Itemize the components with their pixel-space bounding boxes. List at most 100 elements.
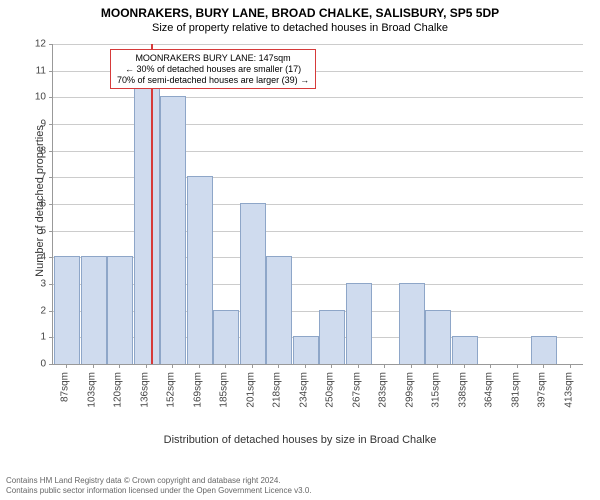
ytick-label: 11 [16, 65, 46, 76]
xtick [543, 364, 544, 368]
ytick [49, 151, 53, 152]
ytick [49, 231, 53, 232]
ytick-label: 7 [16, 172, 46, 183]
gridline [53, 204, 583, 205]
ytick [49, 337, 53, 338]
histogram-bar [531, 336, 557, 364]
gridline [53, 177, 583, 178]
histogram-bar [213, 310, 239, 364]
histogram-bar [346, 283, 372, 364]
xtick-label: 120sqm [113, 372, 124, 408]
gridline [53, 44, 583, 45]
xtick-label: 152sqm [166, 372, 177, 408]
xtick-label: 338sqm [457, 372, 468, 408]
xtick [411, 364, 412, 368]
xtick [464, 364, 465, 368]
histogram-bar [266, 256, 292, 364]
xtick [278, 364, 279, 368]
histogram-bar [107, 256, 133, 364]
histogram-bar [160, 96, 186, 364]
xtick [517, 364, 518, 368]
xtick-label: 103sqm [86, 372, 97, 408]
xtick [437, 364, 438, 368]
annotation-line: ← 30% of detached houses are smaller (17… [117, 64, 309, 75]
xtick-label: 315sqm [431, 372, 442, 408]
xtick [93, 364, 94, 368]
ytick [49, 44, 53, 45]
histogram-bar [399, 283, 425, 364]
xtick [252, 364, 253, 368]
histogram-bar [452, 336, 478, 364]
annotation-line: 70% of semi-detached houses are larger (… [117, 75, 309, 86]
chart-title-line2: Size of property relative to detached ho… [0, 22, 600, 34]
xtick [358, 364, 359, 368]
ytick [49, 364, 53, 365]
histogram-bar [187, 176, 213, 364]
xtick-label: 169sqm [192, 372, 203, 408]
ytick-label: 1 [16, 332, 46, 343]
gridline [53, 151, 583, 152]
ytick [49, 97, 53, 98]
xtick [146, 364, 147, 368]
histogram-bar [134, 70, 160, 364]
footer-line1: Contains HM Land Registry data © Crown c… [6, 476, 312, 486]
xtick-label: 218sqm [272, 372, 283, 408]
xtick [172, 364, 173, 368]
plot-area [52, 44, 583, 365]
ytick-label: 6 [16, 199, 46, 210]
xtick [199, 364, 200, 368]
xtick [225, 364, 226, 368]
histogram-bar [54, 256, 80, 364]
xtick-label: 397sqm [537, 372, 548, 408]
reference-line [151, 44, 153, 364]
ytick-label: 4 [16, 252, 46, 263]
xtick-label: 364sqm [484, 372, 495, 408]
xtick [331, 364, 332, 368]
ytick-label: 2 [16, 305, 46, 316]
xtick [490, 364, 491, 368]
xtick-label: 201sqm [245, 372, 256, 408]
xtick [66, 364, 67, 368]
xtick-label: 136sqm [139, 372, 150, 408]
ytick [49, 311, 53, 312]
xtick-label: 413sqm [563, 372, 574, 408]
gridline [53, 231, 583, 232]
histogram-bar [319, 310, 345, 364]
xtick-label: 381sqm [510, 372, 521, 408]
annotation-line: MOONRAKERS BURY LANE: 147sqm [117, 53, 309, 64]
xtick-label: 87sqm [60, 372, 71, 402]
ytick-label: 3 [16, 279, 46, 290]
xtick [570, 364, 571, 368]
xtick-label: 283sqm [378, 372, 389, 408]
xtick [305, 364, 306, 368]
footer-credits: Contains HM Land Registry data © Crown c… [6, 476, 312, 496]
ytick-label: 5 [16, 225, 46, 236]
xtick-label: 250sqm [325, 372, 336, 408]
ytick-label: 10 [16, 92, 46, 103]
ytick [49, 71, 53, 72]
histogram-bar [240, 203, 266, 364]
annotation-box: MOONRAKERS BURY LANE: 147sqm← 30% of det… [110, 49, 316, 89]
ytick [49, 257, 53, 258]
x-axis-label: Distribution of detached houses by size … [0, 434, 600, 446]
ytick-label: 9 [16, 119, 46, 130]
gridline [53, 97, 583, 98]
xtick-label: 299sqm [404, 372, 415, 408]
ytick-label: 12 [16, 39, 46, 50]
chart-title-line1: MOONRAKERS, BURY LANE, BROAD CHALKE, SAL… [0, 6, 600, 20]
ytick-label: 8 [16, 145, 46, 156]
xtick-label: 234sqm [298, 372, 309, 408]
footer-line2: Contains public sector information licen… [6, 486, 312, 496]
ytick [49, 177, 53, 178]
xtick [119, 364, 120, 368]
chart-frame: MOONRAKERS, BURY LANE, BROAD CHALKE, SAL… [0, 0, 600, 500]
histogram-bar [293, 336, 319, 364]
ytick-label: 0 [16, 359, 46, 370]
ytick [49, 124, 53, 125]
ytick [49, 284, 53, 285]
xtick-label: 185sqm [219, 372, 230, 408]
gridline [53, 124, 583, 125]
histogram-bar [81, 256, 107, 364]
ytick [49, 204, 53, 205]
xtick-label: 267sqm [351, 372, 362, 408]
